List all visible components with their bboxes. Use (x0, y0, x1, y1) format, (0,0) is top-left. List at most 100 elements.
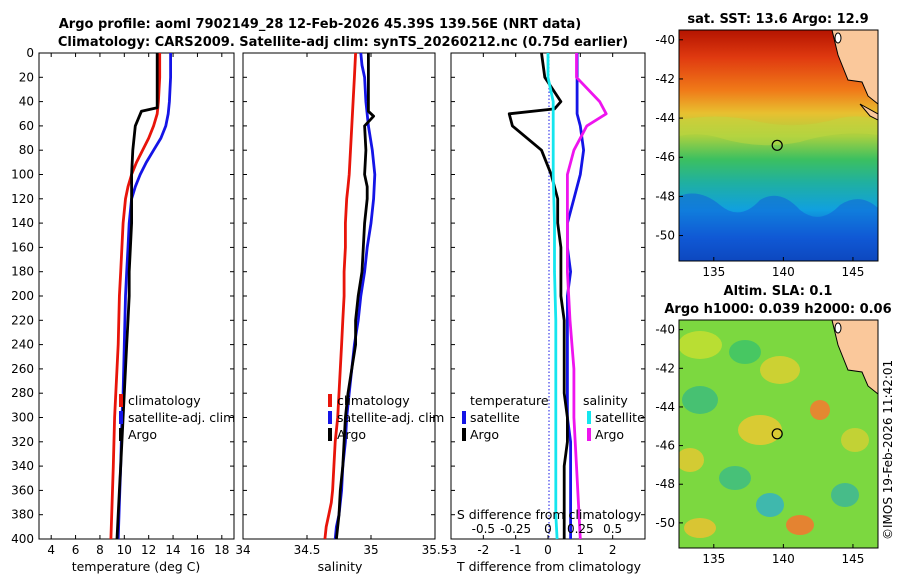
series-argo (115, 53, 159, 540)
x-tick-label: 12 (141, 543, 156, 557)
coast-land (859, 103, 878, 121)
map-y-tick-label: -44 (655, 400, 675, 414)
sla-map-title-2: Argo h1000: 0.039 h2000: 0.06 (664, 302, 891, 317)
x-tick-label: 18 (214, 543, 229, 557)
legend-climatology-label: climatology (337, 393, 410, 408)
map-x-tick-label: 140 (772, 265, 795, 279)
map-y-tick-label: -40 (655, 323, 675, 337)
map-x-tick-label: 140 (772, 552, 795, 566)
island (834, 322, 842, 334)
y-tick-label: 280 (11, 386, 34, 400)
y-tick-label: 400 (11, 532, 34, 546)
y-tick-label: 340 (11, 459, 34, 473)
salinity-xlabel: salinity (318, 559, 363, 574)
difference-panel: -3 -2 -1 0 1 2 temperature salinity satellite… (445, 52, 646, 574)
legend-satellite-label: satellite-adj. clim (337, 410, 444, 425)
y-tick-label: 160 (11, 240, 34, 254)
map-y-tick-label: -46 (655, 439, 675, 453)
y-tick-label: 220 (11, 313, 34, 327)
y-tick-label: 380 (11, 508, 34, 522)
y-tick-label: 120 (11, 192, 34, 206)
legend-s-satellite-label: satellite (595, 410, 645, 425)
series-climatology (323, 52, 357, 540)
y-tick-label: 320 (11, 435, 34, 449)
legend-climatology-label: climatology (128, 393, 201, 408)
sst-map-title: sat. SST: 13.6 Argo: 12.9 (687, 12, 868, 27)
y-tick-label: 80 (19, 143, 34, 157)
t-difference-xlabel: T difference from climatology (456, 559, 642, 574)
x-tick-label: 2 (609, 543, 617, 557)
x-tick-label: 10 (117, 543, 132, 557)
y-tick-label: 20 (19, 70, 34, 84)
map-y-tick-label: -46 (655, 150, 675, 164)
map-x-tick-label: 145 (841, 265, 864, 279)
sla-anomaly (684, 518, 716, 538)
x-tick-label: 4 (47, 543, 55, 557)
salinity-panel: 34 34.5 35 35.5 climatology satellite-adj. … (235, 52, 448, 574)
s-tick-label: -0.5 (472, 522, 495, 536)
s-difference-label: S difference from climatology (457, 507, 642, 522)
y-tick-label: 300 (11, 411, 34, 425)
sla-anomaly (682, 386, 718, 414)
s-tick-label: 0.25 (567, 522, 594, 536)
tasmania-land (831, 30, 878, 105)
map-y-tick-label: -50 (655, 516, 675, 530)
sla-anomaly (729, 340, 761, 364)
argo-location-marker (771, 139, 783, 151)
y-tick-label: 260 (11, 362, 34, 376)
map-y-tick-label: -42 (655, 72, 675, 86)
temperature-legend: climatology satellite-adj. clim Argo (119, 393, 235, 442)
x-tick-label: -3 (445, 543, 457, 557)
difference-legend: temperature salinity satellite Argo sate… (462, 393, 645, 442)
x-tick-label: 0 (544, 543, 552, 557)
y-tick-label: 140 (11, 216, 34, 230)
sla-map-title-1: Altim. SLA: 0.1 (724, 284, 833, 299)
x-tick-label: 16 (190, 543, 205, 557)
temperature-xlabel: temperature (deg C) (72, 559, 201, 574)
y-tick-label: 240 (11, 338, 34, 352)
x-tick-label: 35 (363, 543, 378, 557)
series-s-argo (566, 53, 608, 540)
y-tick-label: 180 (11, 265, 34, 279)
salinity-legend: climatology satellite-adj. clim Argo (328, 393, 444, 442)
s-tick-label: -0.25 (500, 522, 531, 536)
map-y-tick-label: -42 (655, 361, 675, 375)
sst-cold-eddies (679, 193, 878, 261)
map-y-tick-label: -44 (655, 111, 675, 125)
title-line-2: Climatology: CARS2009. Satellite-adj cli… (58, 35, 628, 50)
map-x-tick-label: 135 (702, 552, 725, 566)
island (834, 32, 842, 44)
map-y-tick-label: -40 (655, 33, 675, 47)
sst-map-frame (678, 29, 879, 262)
imos-credit: ©IMOS 19-Feb-2026 11:42:01 (881, 360, 895, 540)
sst-map: sat. SST: 13.6 Argo: 12.9 135 140 145 -40 -4… (655, 12, 879, 279)
x-tick-label: -1 (510, 543, 522, 557)
sla-anomaly (831, 483, 859, 507)
legend-s-argo-label: Argo (595, 427, 624, 442)
map-x-tick-label: 135 (702, 265, 725, 279)
map-x-tick-label: 145 (841, 552, 864, 566)
y-tick-label: 360 (11, 483, 34, 497)
y-tick-label: 200 (11, 289, 34, 303)
series-climatology (109, 53, 162, 540)
sst-front (679, 116, 878, 146)
sla-anomaly (786, 515, 814, 535)
sla-anomaly (679, 448, 704, 472)
x-tick-label: 1 (577, 543, 585, 557)
y-tick-label: 0 (26, 46, 34, 60)
y-tick-label: 40 (19, 95, 34, 109)
legend-salinity-title: salinity (583, 393, 628, 408)
y-tick-label: 100 (11, 168, 34, 182)
legend-satellite-label: satellite-adj. clim (128, 410, 235, 425)
y-tick-label: 60 (19, 119, 34, 133)
s-tick-label: 0 (544, 522, 552, 536)
series-s-satellite (546, 53, 559, 540)
legend-t-argo-label: Argo (470, 427, 499, 442)
map-y-tick-label: -48 (655, 477, 675, 491)
temperature-panel: 0 20 40 60 80 100 120 140 160 180 200 220 240 260 280 3… (11, 46, 235, 574)
difference-axes-box (450, 52, 646, 540)
title-line-1: Argo profile: aoml 7902149_28 12-Feb-202… (59, 17, 581, 32)
x-tick-label: 34 (235, 543, 250, 557)
legend-argo-label: Argo (128, 427, 157, 442)
